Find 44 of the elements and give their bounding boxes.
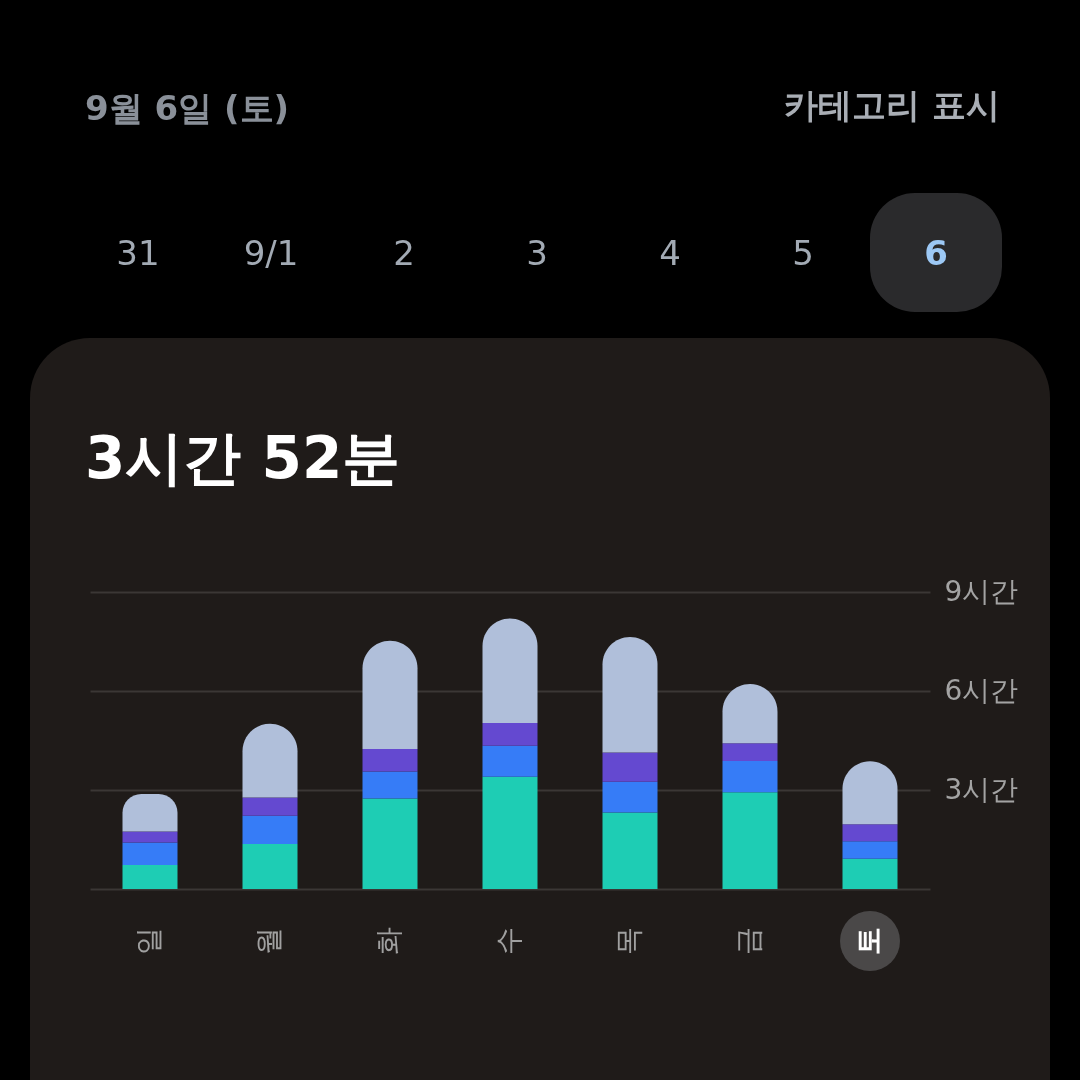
text: 9월 6일 (토) — [85, 87, 290, 130]
bar — [122, 831, 178, 843]
text: 5 — [791, 232, 815, 275]
bar — [482, 723, 538, 746]
text: 6 — [923, 232, 949, 275]
bar — [242, 815, 298, 845]
bar — [122, 842, 178, 865]
bar — [482, 618, 538, 724]
bar — [242, 797, 298, 816]
x-tick-label: 월 — [252, 926, 285, 955]
text: 카테고리 표시 — [784, 84, 1000, 127]
y-tick-label: 6시간 — [944, 673, 1019, 707]
text: 4 — [658, 232, 682, 275]
x-tick-label: 일 — [132, 926, 165, 955]
bar — [362, 640, 418, 750]
x-tick-label: 토 — [852, 926, 885, 955]
x-tick-label: 화 — [372, 926, 405, 955]
bar — [362, 798, 418, 889]
x-tick-label: 목 — [612, 926, 645, 955]
bar — [722, 792, 778, 889]
bar — [602, 812, 658, 889]
x-tick-label: 금 — [732, 926, 765, 955]
text: 9/1 — [242, 232, 300, 275]
y-tick-label: 3시간 — [944, 772, 1019, 806]
bar — [362, 749, 418, 772]
text: 31 — [115, 232, 161, 275]
bar — [842, 841, 898, 859]
bar — [842, 858, 898, 889]
bar — [122, 864, 178, 889]
bar — [722, 743, 778, 761]
bar — [482, 776, 538, 889]
bar — [602, 752, 658, 782]
x-tick-label: 수 — [492, 926, 525, 955]
text: 2 — [392, 232, 416, 275]
bar — [602, 781, 658, 813]
bar — [362, 771, 418, 799]
bar — [842, 824, 898, 842]
chart-title: 3시간 52분 — [85, 424, 401, 492]
bar — [722, 760, 778, 793]
text: 3 — [525, 232, 549, 275]
bar — [242, 844, 298, 889]
bar — [602, 636, 658, 753]
bar — [482, 745, 538, 777]
y-tick-label: 9시간 — [944, 574, 1019, 608]
